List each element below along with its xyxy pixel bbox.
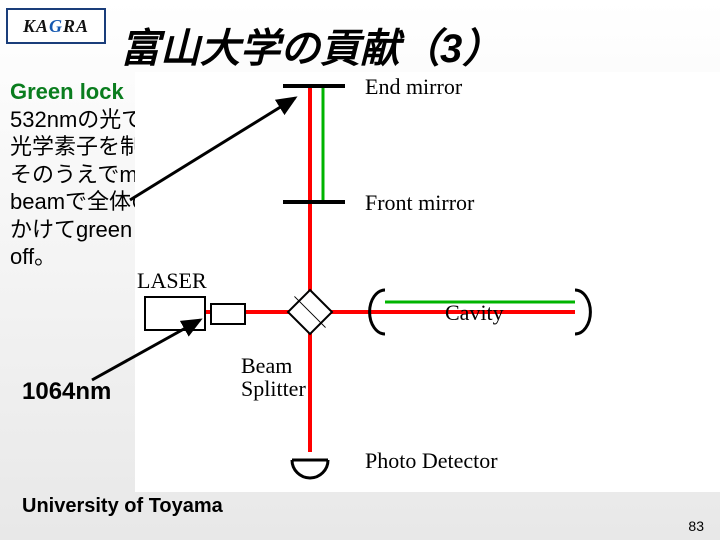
cavity-label: Cavity bbox=[445, 300, 504, 326]
laser-label: LASER bbox=[137, 268, 207, 294]
photo-detector-label: Photo Detector bbox=[365, 448, 498, 474]
wavelength-1064-label: 1064nm bbox=[22, 378, 111, 406]
front-mirror-label: Front mirror bbox=[365, 190, 474, 216]
footer-university: University of Toyama bbox=[22, 495, 223, 518]
beam-splitter-label: BeamSplitter bbox=[241, 354, 306, 400]
slide: KAGRA 富山大学の貢献（3） Green lock 532nmの光で一部の光… bbox=[0, 0, 720, 540]
kagra-logo: KAGRA bbox=[6, 8, 106, 44]
green-lock-label: Green lock bbox=[10, 79, 124, 104]
diagram-svg bbox=[135, 72, 720, 492]
end-mirror-label: End mirror bbox=[365, 74, 462, 100]
page-title: 富山大学の貢献（3） bbox=[120, 16, 502, 74]
kagra-logo-text: KAGRA bbox=[23, 16, 89, 37]
interferometer-diagram: End mirror Front mirror Cavity LASER Bea… bbox=[135, 72, 720, 492]
page-number: 83 bbox=[688, 518, 704, 534]
